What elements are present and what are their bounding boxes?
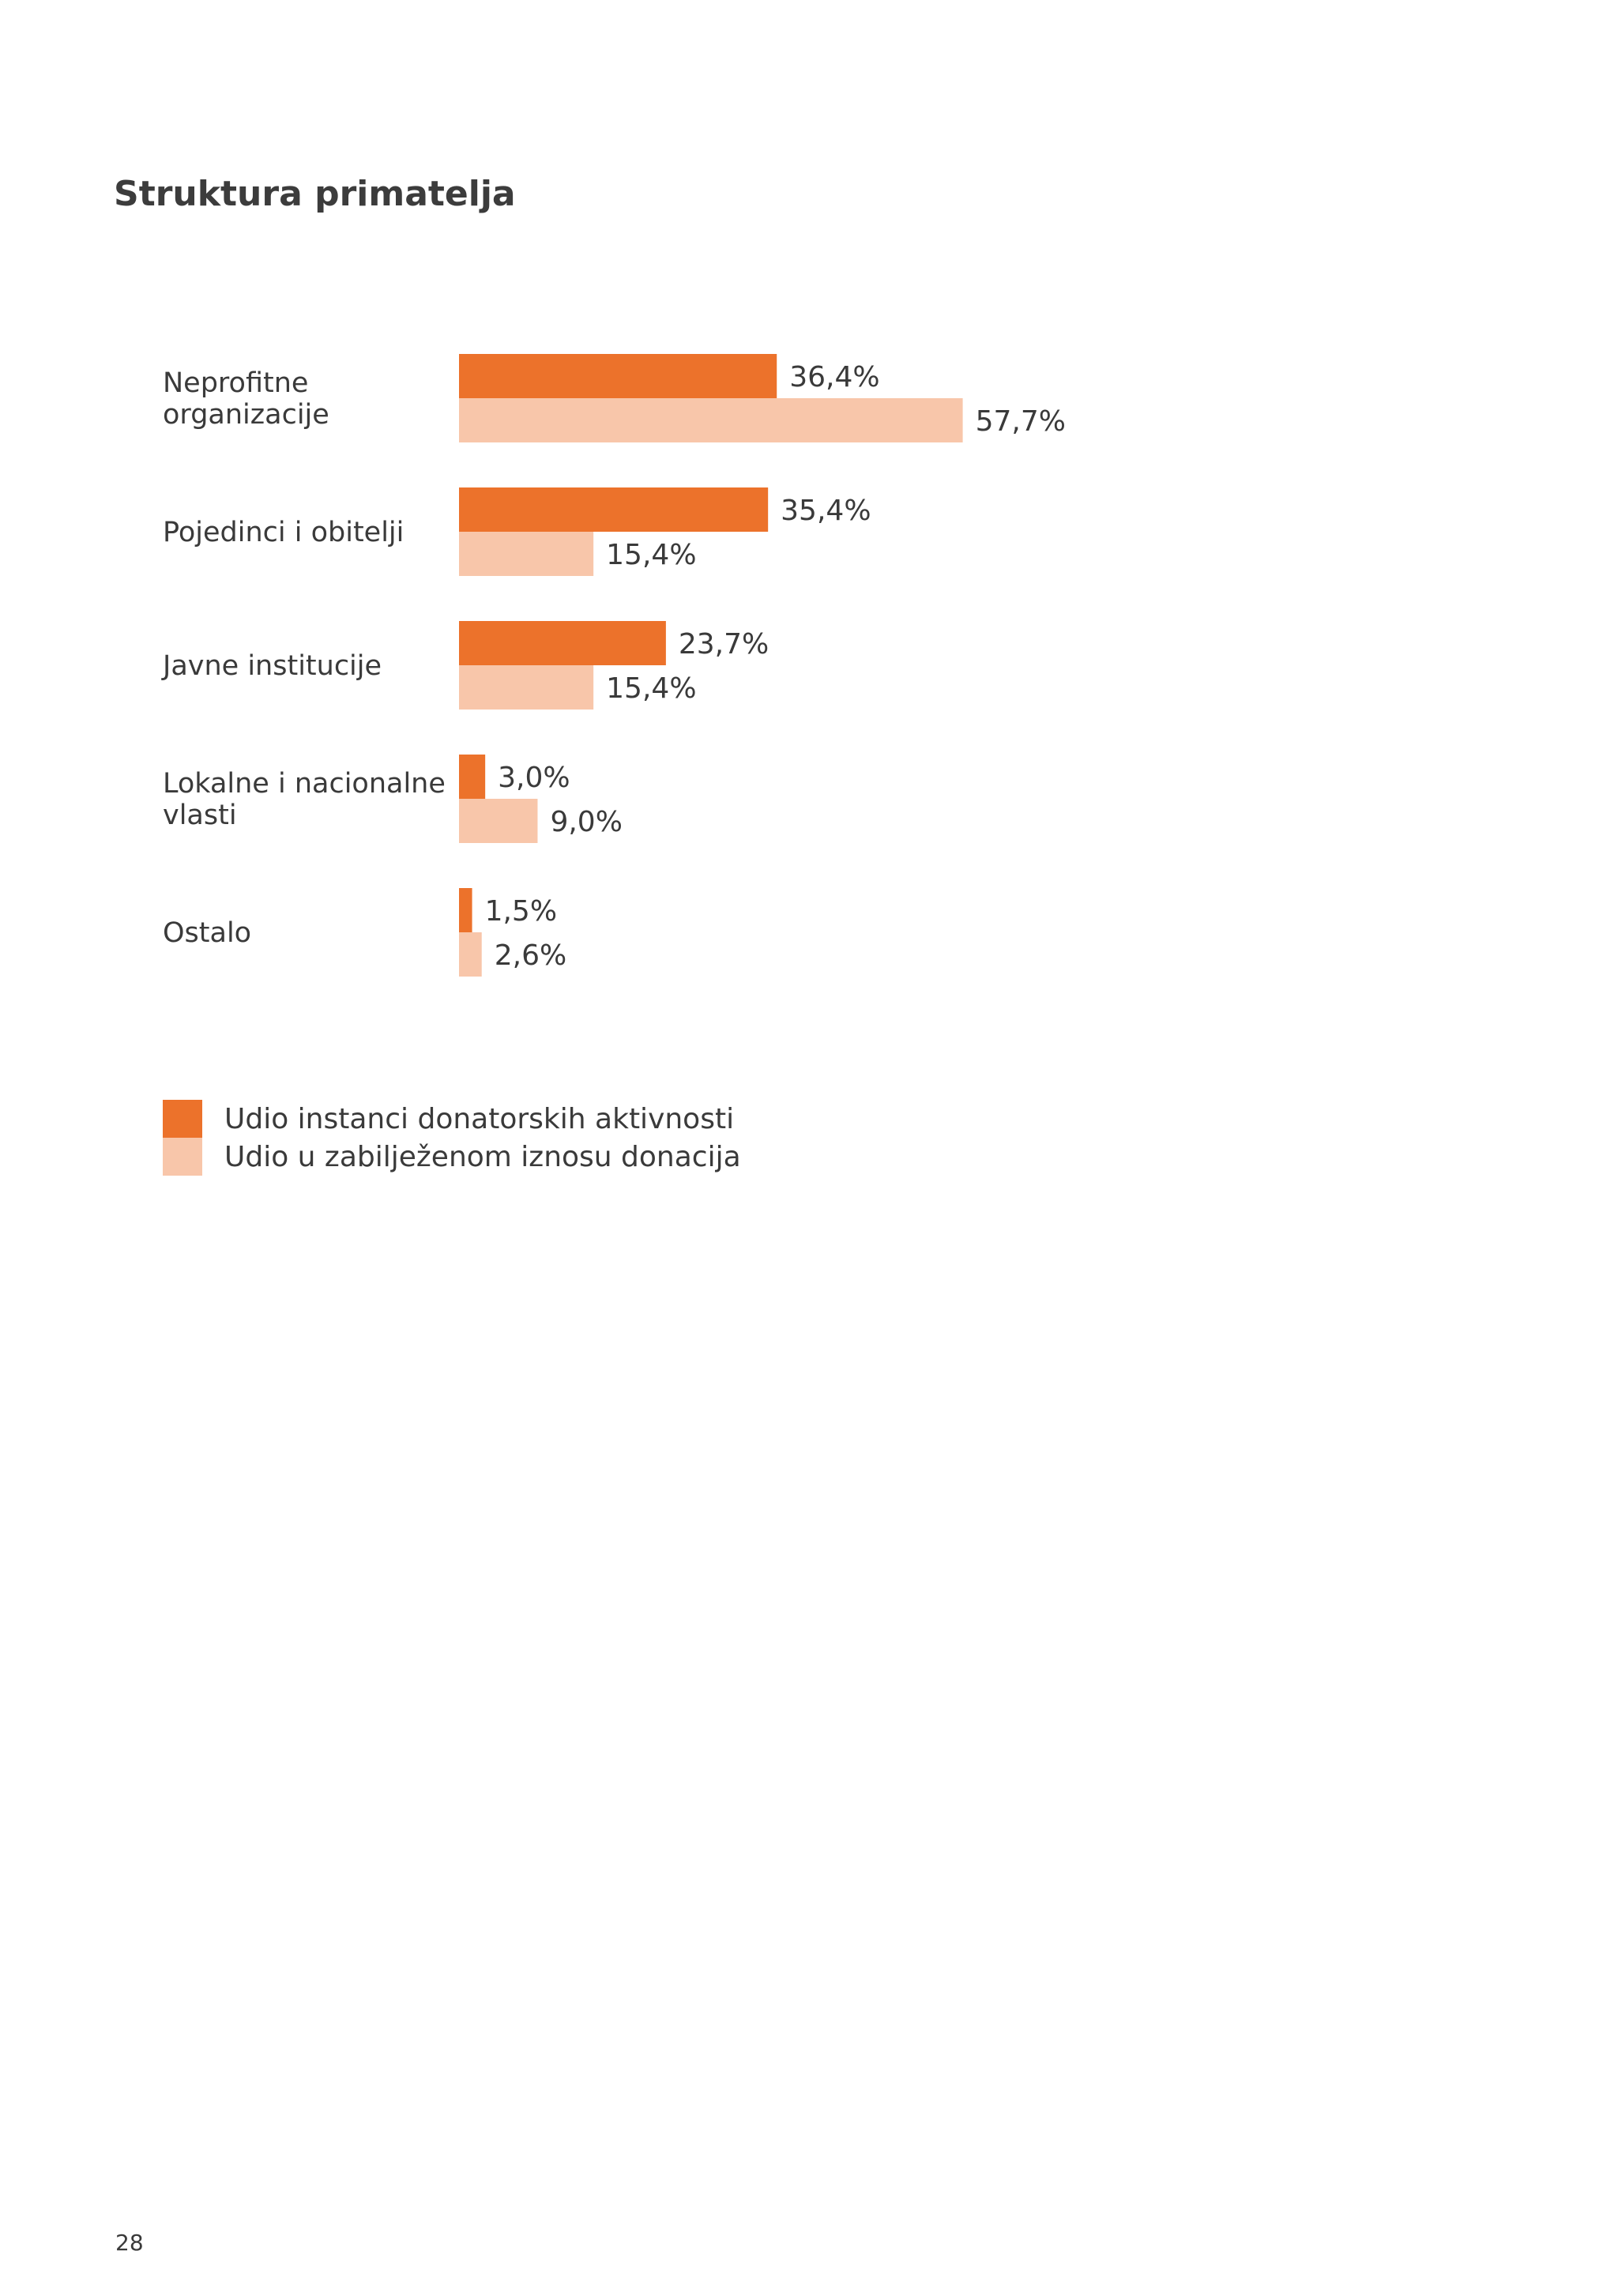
data-label: 1,5% — [485, 895, 557, 928]
bar-series-2 — [459, 398, 963, 442]
data-label: 57,7% — [976, 405, 1066, 438]
bar-series-1 — [459, 487, 769, 532]
data-label: 15,4% — [606, 539, 696, 571]
category-label: organizacije — [163, 399, 329, 431]
legend-item-series-2: Udio u zabilježenom iznosu donacija — [163, 1138, 741, 1176]
category-label: Pojedinci i obitelji — [163, 517, 404, 548]
category-label: Javne institucije — [161, 650, 382, 682]
data-label: 15,4% — [606, 672, 696, 705]
page-title: Struktura primatelja — [114, 174, 516, 214]
data-label: 2,6% — [495, 939, 566, 972]
data-label: 23,7% — [679, 628, 769, 661]
data-label: 35,4% — [781, 495, 871, 527]
bar-series-1 — [459, 888, 472, 932]
legend-label-series-2: Udio u zabilježenom iznosu donacija — [224, 1140, 741, 1173]
category-label: vlasti — [163, 800, 237, 831]
bar-series-1 — [459, 621, 666, 665]
legend-swatch-series-2 — [163, 1138, 202, 1176]
bar-series-2 — [459, 665, 594, 710]
data-label: 9,0% — [550, 806, 622, 838]
bar-series-1 — [459, 354, 777, 398]
category-label: Neprofitne — [163, 367, 308, 399]
page-number: 28 — [115, 2230, 144, 2256]
legend-label-series-1: Udio instanci donatorskih aktivnosti — [224, 1102, 735, 1135]
category-label: Lokalne i nacionalne — [163, 768, 446, 800]
bar-series-2 — [459, 532, 594, 576]
data-label: 36,4% — [789, 361, 879, 393]
bar-series-2 — [459, 932, 482, 977]
data-label: 3,0% — [498, 762, 570, 794]
legend-swatch-series-1 — [163, 1100, 202, 1138]
chart-legend: Udio instanci donatorskih aktivnosti Udi… — [163, 1100, 741, 1176]
category-label: Ostalo — [163, 917, 251, 949]
legend-item-series-1: Udio instanci donatorskih aktivnosti — [163, 1100, 741, 1138]
bar-series-2 — [459, 799, 538, 843]
bar-series-1 — [459, 755, 486, 799]
